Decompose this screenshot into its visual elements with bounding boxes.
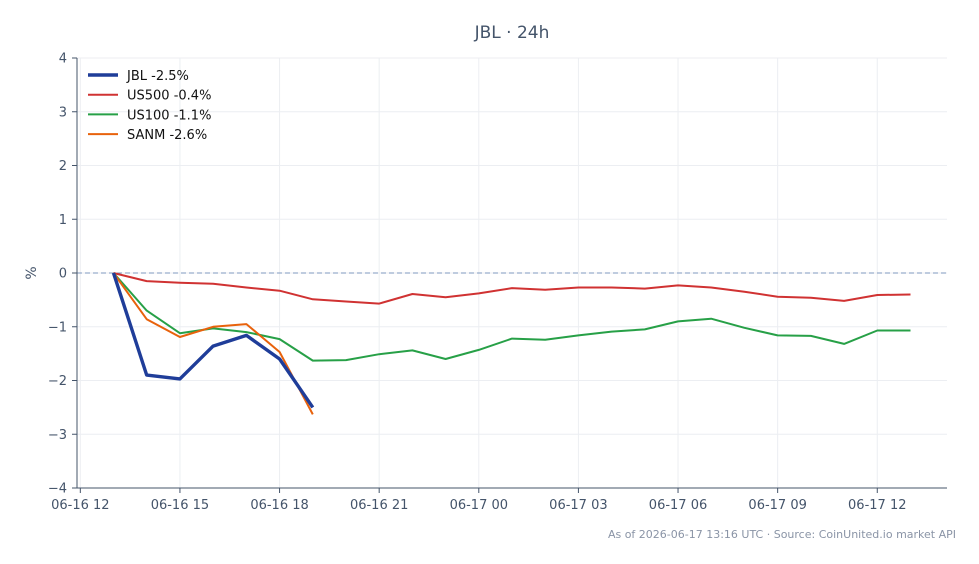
legend-label-us500: US500 -0.4% (127, 89, 211, 104)
y-axis-label: % (24, 266, 40, 279)
y-tick-label-1: 3 (59, 105, 67, 120)
chart-title: JBL · 24h (474, 23, 550, 43)
y-tick-label-8: −4 (48, 482, 67, 497)
y-tick-label-6: −2 (48, 374, 67, 389)
legend-label-jbl: JBL -2.5% (126, 69, 189, 84)
y-tick-label-0: 4 (59, 52, 67, 67)
series-line-us500 (113, 272, 911, 305)
x-tick-label-0: 06-16 12 (51, 498, 109, 513)
x-tick-label-4: 06-17 00 (450, 498, 508, 513)
series-layer (111, 272, 911, 415)
y-tick-label-4: 0 (59, 267, 67, 282)
y-tick-label-3: 1 (59, 213, 67, 228)
y-tick-label-7: −3 (48, 428, 67, 443)
axes (72, 57, 947, 493)
x-tick-label-6: 06-17 06 (649, 498, 707, 513)
x-tick-label-1: 06-16 15 (151, 498, 209, 513)
legend: JBL -2.5% US500 -0.4% US100 -1.1% SANM -2.6… (88, 69, 211, 143)
x-tick-label-3: 06-16 21 (350, 498, 408, 513)
legend-label-us100: US100 -1.1% (127, 108, 211, 123)
x-tick-label-5: 06-17 03 (549, 498, 607, 513)
x-tick-labels: 06-16 12 06-16 15 06-16 18 06-16 21 06-17 00… (51, 498, 906, 513)
y-tick-label-5: −1 (48, 320, 67, 335)
footer-note: As of 2026-06-17 13:16 UTC · Source: Coi… (608, 528, 956, 541)
x-tick-label-8: 06-17 12 (848, 498, 906, 513)
x-tick-label-7: 06-17 09 (748, 498, 806, 513)
legend-label-sanm: SANM -2.6% (127, 128, 207, 143)
series-line-jbl (111, 272, 315, 409)
y-tick-label-2: 2 (59, 159, 67, 174)
series-line-us100 (112, 272, 911, 362)
series-line-sanm (112, 272, 314, 415)
x-tick-label-2: 06-16 18 (250, 498, 308, 513)
y-tick-labels: 4 3 2 1 0 −1 −2 −3 −4 (48, 52, 67, 497)
